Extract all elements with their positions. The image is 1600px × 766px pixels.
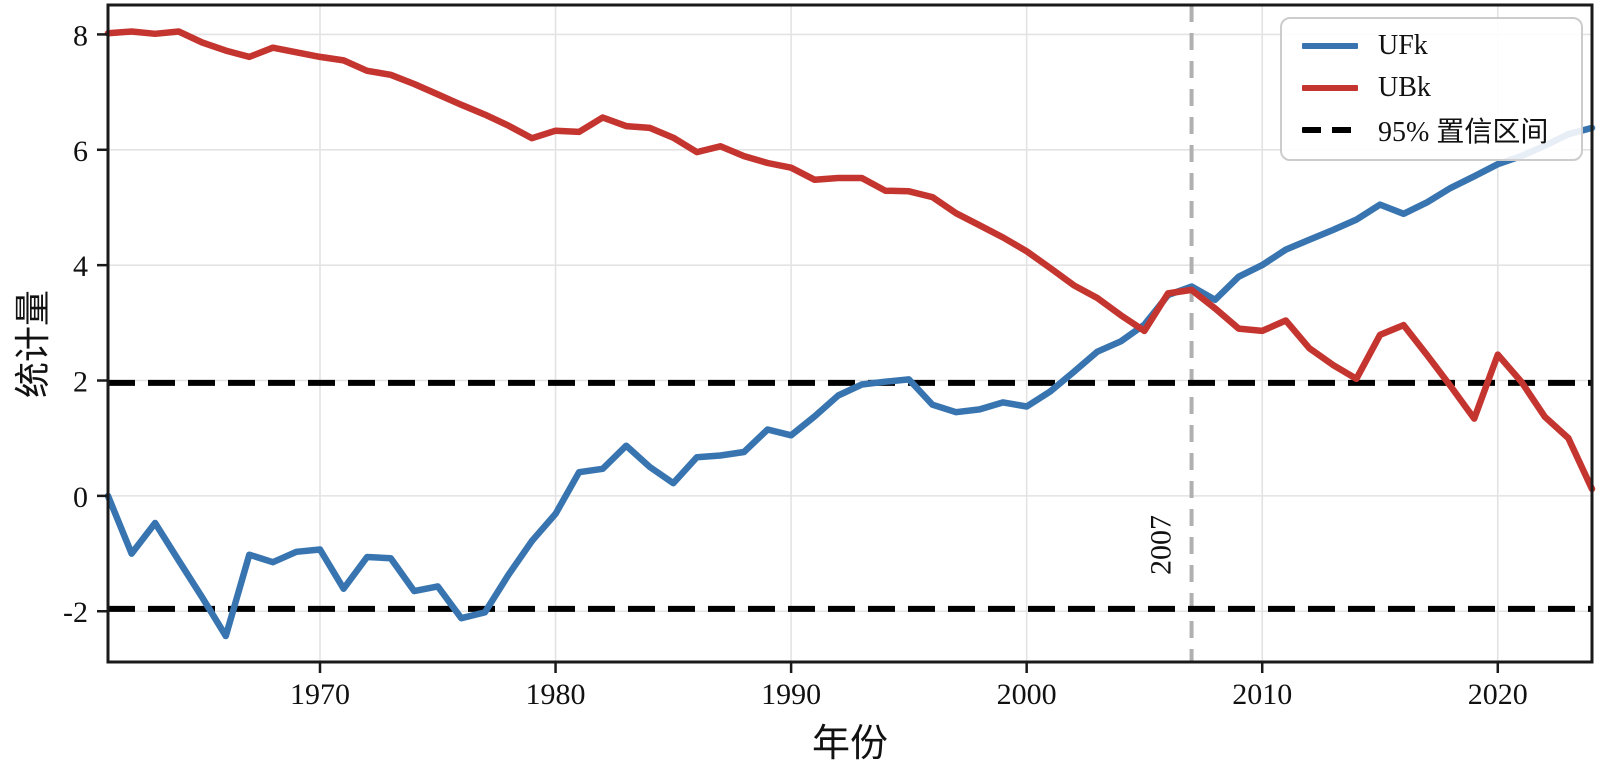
y-tick-label: 8	[73, 19, 88, 52]
legend-label-confidence: 95% 置信区间	[1378, 117, 1549, 148]
legend-item-ubk: UBk	[1302, 71, 1557, 105]
y-axis-label: 统计量	[13, 290, 53, 399]
y-tick-label: 0	[73, 481, 88, 514]
y-tick-label: 2	[73, 366, 88, 399]
y-tick-label: 4	[73, 250, 88, 283]
x-axis-label: 年份	[811, 723, 888, 765]
x-tick-label: 2020	[1468, 678, 1528, 711]
x-tick-label: 2010	[1232, 678, 1292, 711]
ufk-line	[104, 124, 1596, 640]
legend-label-ufk: UFk	[1378, 30, 1428, 61]
legend-item-ufk: UFk	[1302, 29, 1557, 63]
x-tick-label: 2000	[997, 678, 1057, 711]
confidence-line-swatch	[1302, 127, 1358, 133]
legend-item-confidence: 95% 置信区间	[1302, 113, 1557, 148]
ufk-line-swatch	[1302, 43, 1358, 49]
ubk-line-swatch	[1302, 85, 1358, 91]
y-tick-label: -2	[63, 596, 88, 629]
plot-border	[106, 3, 1594, 664]
legend-box: UFk UBk 95% 置信区间	[1280, 17, 1583, 161]
legend-label-ubk: UBk	[1378, 72, 1431, 103]
y-tick-label: 6	[73, 135, 88, 168]
x-tick-label: 1980	[526, 678, 586, 711]
ubk-line	[104, 28, 1596, 493]
vline-2007-label: 2007	[1145, 515, 1178, 575]
x-tick-label: 1970	[290, 678, 350, 711]
x-tick-label: 1990	[761, 678, 821, 711]
